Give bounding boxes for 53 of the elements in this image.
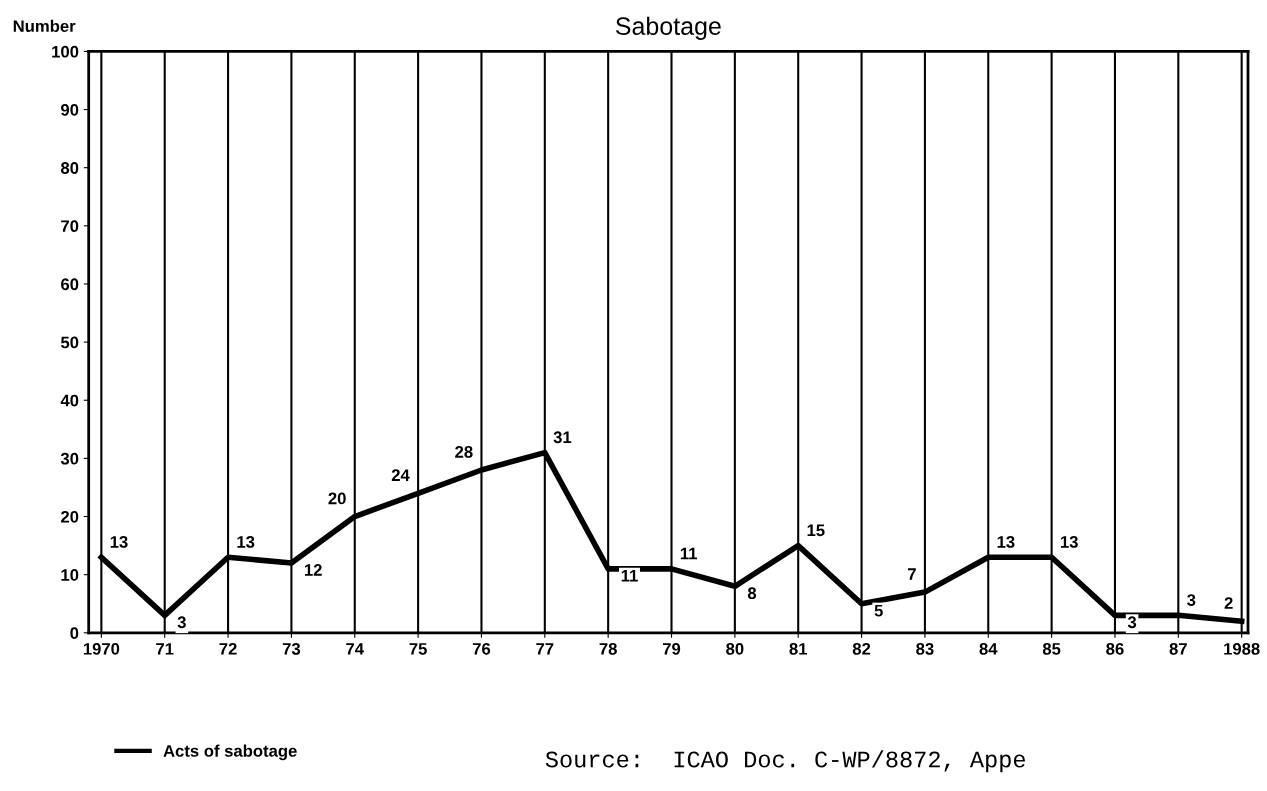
x-tick-label: 84 xyxy=(979,642,998,655)
x-tick-label: 76 xyxy=(472,642,491,655)
legend-label: Acts of sabotage xyxy=(163,744,297,761)
y-tick-label: 10 xyxy=(61,569,79,581)
data-label: 11 xyxy=(680,547,697,560)
data-label: 31 xyxy=(553,431,572,444)
y-tick-label: 60 xyxy=(61,278,79,291)
data-label: 12 xyxy=(304,564,322,576)
x-tick-label: 78 xyxy=(599,642,617,655)
source-note: Source: ICAO Doc. C-WP/8872, Appe xyxy=(545,750,1025,773)
data-label: 5 xyxy=(874,604,883,617)
x-tick-label: 85 xyxy=(1042,642,1061,655)
y-tick-label: 70 xyxy=(61,220,79,233)
data-label: 13 xyxy=(237,536,255,548)
x-tick-label: 80 xyxy=(726,642,744,655)
x-tick-label: 79 xyxy=(662,642,681,655)
y-tick-label: 80 xyxy=(60,162,79,174)
x-tick-label: 72 xyxy=(219,642,237,655)
x-tick-label: 71 xyxy=(156,643,174,655)
x-tick-label: 77 xyxy=(536,643,554,655)
data-label: 20 xyxy=(328,492,346,505)
x-tick-label: 73 xyxy=(282,642,301,655)
data-label: 3 xyxy=(177,616,186,629)
y-tick-label: 0 xyxy=(70,627,79,639)
y-tick-label: 90 xyxy=(61,103,79,116)
data-label: 2 xyxy=(1224,597,1233,609)
x-tick-label: 83 xyxy=(916,642,934,655)
y-tick-label: 30 xyxy=(60,452,79,465)
data-label: 3 xyxy=(1187,594,1196,606)
data-label: 11 xyxy=(621,570,638,582)
data-label: 3 xyxy=(1127,616,1137,629)
data-label: 7 xyxy=(908,568,916,580)
data-label: 15 xyxy=(807,524,825,537)
x-tick-label: 74 xyxy=(346,643,364,655)
y-axis-title: Number xyxy=(13,19,76,33)
y-tick-label: 100 xyxy=(52,45,79,58)
data-label: 13 xyxy=(1060,536,1078,548)
data-label: 24 xyxy=(391,469,410,481)
x-tick-label: 82 xyxy=(852,642,871,655)
x-tick-label: 1988 xyxy=(1224,642,1260,655)
y-tick-label: 20 xyxy=(61,510,79,523)
data-label: 13 xyxy=(997,536,1015,548)
y-tick-label: 50 xyxy=(60,336,79,349)
data-label: 8 xyxy=(747,587,757,600)
y-tick-label: 40 xyxy=(60,394,79,407)
x-tick-label: 86 xyxy=(1106,642,1124,655)
x-tick-label: 81 xyxy=(789,642,808,655)
chart-title: Sabotage xyxy=(615,16,721,40)
data-label: 13 xyxy=(110,536,128,548)
x-tick-label: 75 xyxy=(409,643,427,655)
x-tick-label: 1970 xyxy=(83,642,120,655)
x-tick-label: 87 xyxy=(1169,642,1187,655)
data-label: 28 xyxy=(455,446,473,458)
